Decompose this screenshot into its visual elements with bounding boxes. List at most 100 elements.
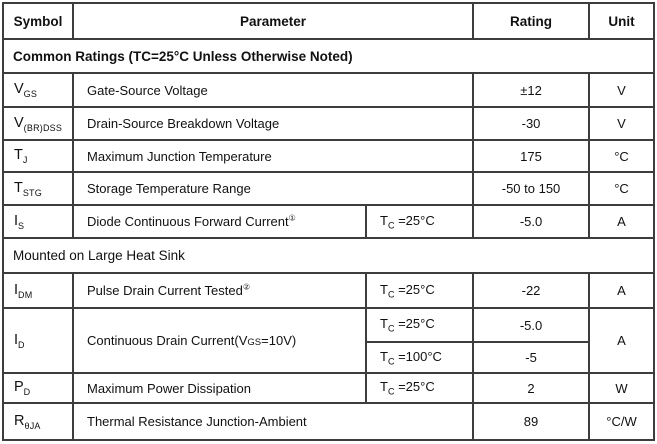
unit-cell: °C/W bbox=[588, 402, 656, 441]
parameter-cell: Pulse Drain Current Tested② bbox=[72, 272, 367, 309]
parameter-text: Continuous Drain Current(V bbox=[87, 333, 248, 348]
condition-subscript: C bbox=[387, 386, 395, 397]
condition-subscript: C bbox=[387, 289, 395, 300]
symbol-subscript: S bbox=[18, 220, 25, 231]
rating-cell: 175 bbox=[472, 139, 591, 173]
unit-cell: A bbox=[588, 307, 656, 374]
parameter-cell: Maximum Junction Temperature bbox=[71, 139, 475, 173]
symbol-subscript: θJA bbox=[24, 420, 41, 431]
rating-cell: 89 bbox=[472, 402, 591, 441]
rating-cell: -5 bbox=[472, 341, 591, 374]
symbol-base: V bbox=[14, 114, 24, 131]
condition-cell: TC =100°C bbox=[364, 341, 475, 374]
column-header-rating: Rating bbox=[472, 2, 591, 40]
condition-base: T bbox=[380, 316, 388, 332]
symbol-base: V bbox=[14, 81, 24, 98]
table-row-tstg: TSTG Storage Temperature Range -50 to 15… bbox=[2, 171, 656, 206]
column-header-symbol: Symbol bbox=[2, 2, 74, 40]
condition-base: T bbox=[380, 212, 388, 228]
condition-cell: TC =25°C bbox=[364, 372, 475, 404]
unit-cell: W bbox=[588, 372, 656, 404]
parameter-text-end: =10V) bbox=[261, 333, 297, 348]
condition-value: =25°C bbox=[394, 316, 435, 332]
symbol-subscript: D bbox=[23, 386, 31, 397]
rating-cell: -5.0 bbox=[472, 204, 591, 239]
symbol-cell: ID bbox=[2, 307, 74, 374]
unit-cell: V bbox=[588, 72, 656, 108]
unit-cell: °C bbox=[588, 171, 656, 206]
table-row-id-100c: TC =100°C -5 bbox=[3, 341, 654, 374]
column-header-unit: Unit bbox=[588, 2, 656, 40]
rating-cell: ±12 bbox=[472, 72, 591, 108]
table-row-idm: IDM Pulse Drain Current Tested② TC =25°C… bbox=[2, 272, 656, 309]
symbol-cell: VGS bbox=[2, 72, 74, 108]
symbol-cell: V(BR)DSS bbox=[2, 106, 74, 141]
condition-base: T bbox=[380, 348, 388, 364]
symbol-cell: RθJA bbox=[2, 402, 74, 441]
symbol-cell: TSTG bbox=[2, 171, 74, 206]
table-row-vgs: VGS Gate-Source Voltage ±12 V bbox=[2, 72, 656, 108]
symbol-subscript: GS bbox=[23, 88, 38, 99]
footnote-marker: ② bbox=[242, 282, 251, 292]
parameter-cell: Maximum Power Dissipation bbox=[72, 372, 367, 404]
condition-base: T bbox=[380, 379, 388, 395]
unit-cell: A bbox=[588, 204, 656, 239]
condition-value: =25°C bbox=[394, 379, 435, 395]
symbol-subscript: DM bbox=[18, 289, 33, 300]
unit-cell: V bbox=[588, 106, 656, 141]
table-row-vbrdss: V(BR)DSS Drain-Source Breakdown Voltage … bbox=[2, 106, 656, 141]
table-row-tj: TJ Maximum Junction Temperature 175 °C bbox=[2, 139, 656, 173]
section-title-heat-sink: Mounted on Large Heat Sink bbox=[1, 237, 656, 274]
rating-cell: 2 bbox=[472, 372, 591, 404]
condition-value: =25°C bbox=[394, 212, 435, 228]
condition-cell: TC =25°C bbox=[364, 307, 475, 343]
table-header-row: Symbol Parameter Rating Unit bbox=[2, 2, 656, 40]
condition-cell: TC =25°C bbox=[364, 272, 475, 309]
symbol-base: R bbox=[14, 412, 25, 429]
table-row-is: IS Diode Continuous Forward Current① TC … bbox=[2, 204, 656, 239]
condition-base: T bbox=[380, 281, 388, 297]
condition-subscript: C bbox=[387, 323, 395, 334]
condition-cell: TC =25°C bbox=[364, 204, 475, 239]
symbol-base: T bbox=[14, 179, 23, 196]
parameter-cell: Storage Temperature Range bbox=[71, 171, 475, 206]
symbol-base: I bbox=[14, 281, 19, 298]
table-row-pd: PD Maximum Power Dissipation TC =25°C 2 … bbox=[2, 372, 656, 404]
unit-cell: °C bbox=[588, 139, 656, 173]
symbol-base: P bbox=[14, 379, 24, 396]
footnote-marker: ① bbox=[288, 213, 296, 223]
symbol-base: I bbox=[14, 331, 19, 348]
parameter-text: Diode Continuous Forward Current bbox=[87, 214, 289, 229]
symbol-cell: IS bbox=[2, 204, 74, 239]
symbol-base: T bbox=[14, 147, 23, 164]
symbol-base: I bbox=[14, 212, 19, 229]
section-row-heat-sink: Mounted on Large Heat Sink bbox=[1, 237, 656, 274]
condition-subscript: C bbox=[387, 220, 395, 231]
parameter-cell: Continuous Drain Current(VGS=10V) bbox=[72, 307, 367, 374]
parameter-text: Pulse Drain Current Tested bbox=[87, 283, 243, 298]
rating-cell: -50 to 150 bbox=[472, 171, 591, 206]
rating-cell: -22 bbox=[472, 272, 591, 309]
parameter-cell: Drain-Source Breakdown Voltage bbox=[71, 106, 475, 141]
parameter-subscript: GS bbox=[247, 337, 262, 348]
symbol-cell: PD bbox=[2, 372, 74, 404]
symbol-cell: TJ bbox=[2, 139, 74, 173]
symbol-subscript: (BR)DSS bbox=[23, 122, 63, 133]
symbol-subscript: J bbox=[22, 154, 28, 165]
parameter-cell: Thermal Resistance Junction-Ambient bbox=[71, 402, 475, 441]
unit-cell: A bbox=[588, 272, 656, 309]
condition-subscript: C bbox=[387, 356, 395, 367]
column-header-parameter: Parameter bbox=[71, 2, 475, 40]
symbol-subscript: STG bbox=[22, 187, 42, 198]
parameter-cell: Diode Continuous Forward Current① bbox=[72, 204, 367, 239]
rating-cell: -30 bbox=[472, 106, 591, 141]
table-row-id-25c: ID Continuous Drain Current(VGS=10V) TC … bbox=[2, 307, 656, 374]
condition-value: =25°C bbox=[394, 281, 435, 297]
parameter-cell: Gate-Source Voltage bbox=[71, 72, 475, 108]
section-row-common-ratings: Common Ratings (TC=25°C Unless Otherwise… bbox=[1, 38, 656, 74]
symbol-subscript: D bbox=[18, 339, 25, 350]
condition-value: =100°C bbox=[394, 348, 442, 364]
section-title-common-ratings: Common Ratings (TC=25°C Unless Otherwise… bbox=[1, 38, 656, 74]
